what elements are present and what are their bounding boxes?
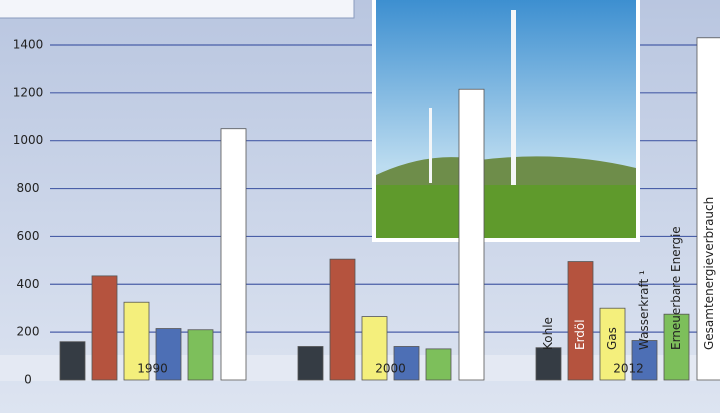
series-label: Kohle	[541, 317, 555, 350]
series-label: Gesamtenergieverbrauch	[702, 197, 716, 350]
x-tick-label: 2000	[375, 362, 406, 376]
series-label: Gas	[605, 327, 619, 350]
bar	[188, 330, 213, 380]
bar	[459, 89, 484, 380]
header-box	[0, 0, 354, 18]
y-tick-label: 1400	[13, 37, 44, 51]
chart: 0 200 400 600 800 1000 1200 1400 1990 2000 2012 Koh…	[0, 0, 720, 413]
y-tick-label: 1200	[13, 85, 44, 99]
x-tick-label: 2012	[613, 362, 644, 376]
bar	[298, 346, 323, 380]
series-label: Erdöl	[573, 319, 587, 350]
y-tick-label: 200	[17, 325, 40, 339]
bar	[221, 129, 246, 380]
series-label: Wasserkraft ¹	[637, 270, 651, 350]
bar	[92, 276, 117, 380]
y-tick-label: 600	[17, 229, 40, 243]
bar	[60, 342, 85, 380]
bar	[330, 259, 355, 380]
y-tick-label: 1000	[13, 133, 44, 147]
series-label: Erneuerbare Energie	[669, 226, 683, 350]
bar	[426, 349, 451, 380]
bar	[536, 348, 561, 380]
y-tick-label: 0	[24, 373, 32, 387]
x-tick-label: 1990	[137, 362, 168, 376]
y-tick-label: 400	[17, 277, 40, 291]
photo	[372, 0, 640, 242]
photo-field	[376, 185, 636, 238]
photo-turbine	[429, 108, 432, 183]
photo-turbine	[511, 10, 516, 185]
y-tick-label: 800	[17, 181, 40, 195]
